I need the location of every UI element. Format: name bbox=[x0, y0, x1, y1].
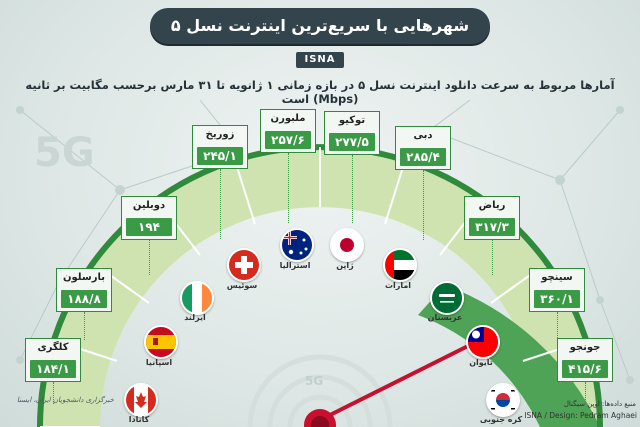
city-name: توکیو bbox=[338, 115, 366, 126]
city-name: بارسلون bbox=[63, 272, 105, 283]
leader-line bbox=[557, 312, 558, 340]
city-card-melbourne: ملبورن ۲۵۷/۶ bbox=[260, 109, 316, 153]
city-name: دبی bbox=[413, 130, 433, 141]
city-speed: ۱۹۴ bbox=[126, 218, 172, 236]
city-speed: ۳۶۰/۱ bbox=[534, 290, 580, 308]
deco-5g-small: 5G bbox=[305, 374, 323, 388]
city-card-tokyo: توکیو ۲۷۷/۵ bbox=[324, 111, 380, 155]
agency-name: خبرگزاری دانشجویان ایران، ایسنا bbox=[16, 396, 114, 404]
leader-line bbox=[423, 170, 424, 240]
city-name: کلگری bbox=[37, 342, 69, 353]
leader-line bbox=[492, 240, 493, 275]
country-label: استرالیا bbox=[279, 261, 311, 270]
country-label: اسپانیا bbox=[145, 358, 173, 367]
leader-line bbox=[288, 153, 289, 223]
taiwan-flag-icon bbox=[466, 325, 500, 359]
country-label: سوئیس bbox=[226, 281, 258, 290]
switzerland-flag-icon bbox=[227, 248, 261, 282]
city-card-zurich: زوریخ ۲۴۵/۱ bbox=[192, 125, 248, 169]
city-card-dubai: دبی ۲۸۵/۴ bbox=[395, 126, 451, 170]
ireland-flag-icon bbox=[180, 281, 214, 315]
japan-flag-icon bbox=[330, 228, 364, 262]
city-name: ملبورن bbox=[270, 113, 306, 124]
country-label: ژاپن bbox=[336, 261, 354, 270]
city-card-jeonju: جونجو ۴۱۵/۶ bbox=[557, 338, 613, 382]
city-speed: ۲۴۵/۱ bbox=[197, 147, 243, 165]
leader-line bbox=[220, 169, 221, 239]
leader-line bbox=[352, 155, 353, 223]
city-card-barcelona: بارسلون ۱۸۸/۸ bbox=[56, 268, 112, 312]
country-label: کانادا bbox=[128, 415, 150, 424]
city-card-hsinchu: سینچو ۳۶۰/۱ bbox=[529, 268, 585, 312]
deco-5g-large: 5G bbox=[34, 130, 95, 176]
design-credit: ISNA / Design: Pedram Aghaei bbox=[524, 411, 637, 420]
country-label: کره جنوبی bbox=[479, 415, 523, 424]
saudi-flag-icon bbox=[430, 281, 464, 315]
city-speed: ۳۱۷/۳ bbox=[469, 218, 515, 236]
city-speed: ۲۵۷/۶ bbox=[265, 131, 311, 149]
city-name: دوبلین bbox=[132, 200, 166, 211]
city-name: ریاض bbox=[478, 200, 506, 211]
leader-line bbox=[149, 240, 150, 275]
page-title: شهرهایی با سریع‌ترین اینترنت نسل ۵ bbox=[150, 8, 490, 44]
subtitle: آمارها مربوط به سرعت دانلود اینترنت نسل … bbox=[25, 78, 615, 106]
city-speed: ۱۸۴/۱ bbox=[30, 360, 76, 378]
city-name: زوریخ bbox=[205, 129, 235, 140]
city-card-riyadh: ریاض ۳۱۷/۳ bbox=[464, 196, 520, 240]
leader-line bbox=[84, 312, 85, 340]
canada-flag-icon bbox=[124, 383, 158, 417]
australia-flag-icon bbox=[280, 228, 314, 262]
city-speed: ۲۸۵/۴ bbox=[400, 148, 446, 166]
spain-flag-icon bbox=[144, 325, 178, 359]
agency-tag: ISNA bbox=[296, 52, 344, 68]
city-card-calgary: کلگری ۱۸۴/۱ bbox=[25, 338, 81, 382]
city-name: جونجو bbox=[569, 342, 601, 353]
data-source: منبع داده‌ها: اوپن سیگنال bbox=[563, 400, 636, 408]
country-label: ایرلند bbox=[184, 313, 206, 322]
city-speed: ۱۸۸/۸ bbox=[61, 290, 107, 308]
city-speed: ۲۷۷/۵ bbox=[329, 133, 375, 151]
city-card-dublin: دوبلین ۱۹۴ bbox=[121, 196, 177, 240]
country-label: عربستان bbox=[427, 313, 463, 322]
south-korea-flag-icon bbox=[486, 383, 520, 417]
country-label: تایوان bbox=[469, 358, 493, 367]
city-name: سینچو bbox=[541, 272, 573, 283]
leader-line bbox=[53, 382, 54, 404]
leader-line bbox=[585, 382, 586, 404]
country-label: امارات bbox=[384, 281, 412, 290]
uae-flag-icon bbox=[383, 248, 417, 282]
city-speed: ۴۱۵/۶ bbox=[562, 360, 608, 378]
